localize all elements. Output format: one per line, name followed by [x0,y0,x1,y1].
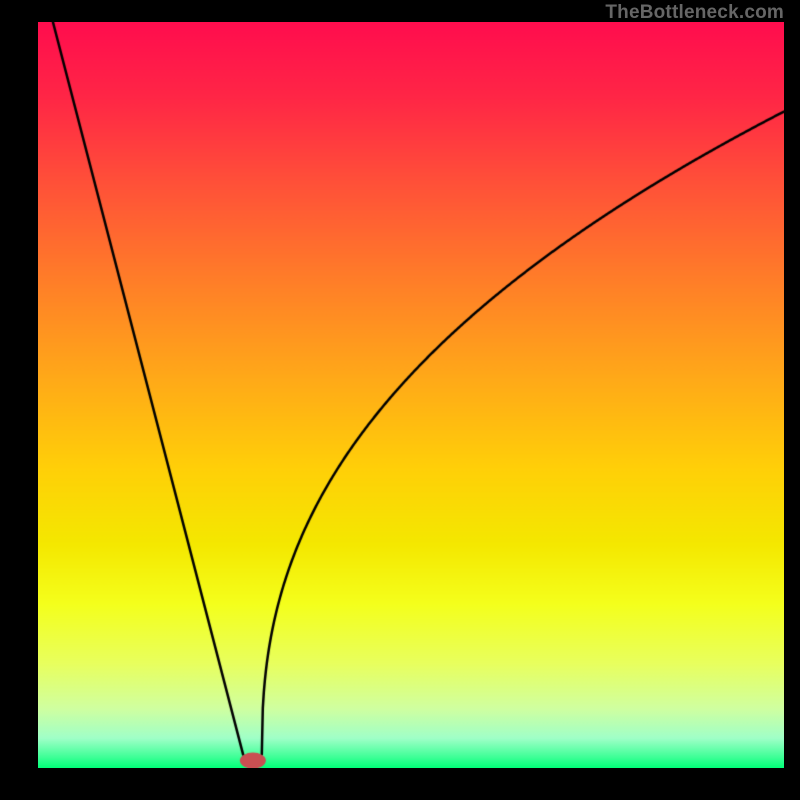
bottleneck-chart [38,22,784,768]
chart-container: TheBottleneck.com [0,0,800,800]
watermark-label: TheBottleneck.com [605,2,784,24]
